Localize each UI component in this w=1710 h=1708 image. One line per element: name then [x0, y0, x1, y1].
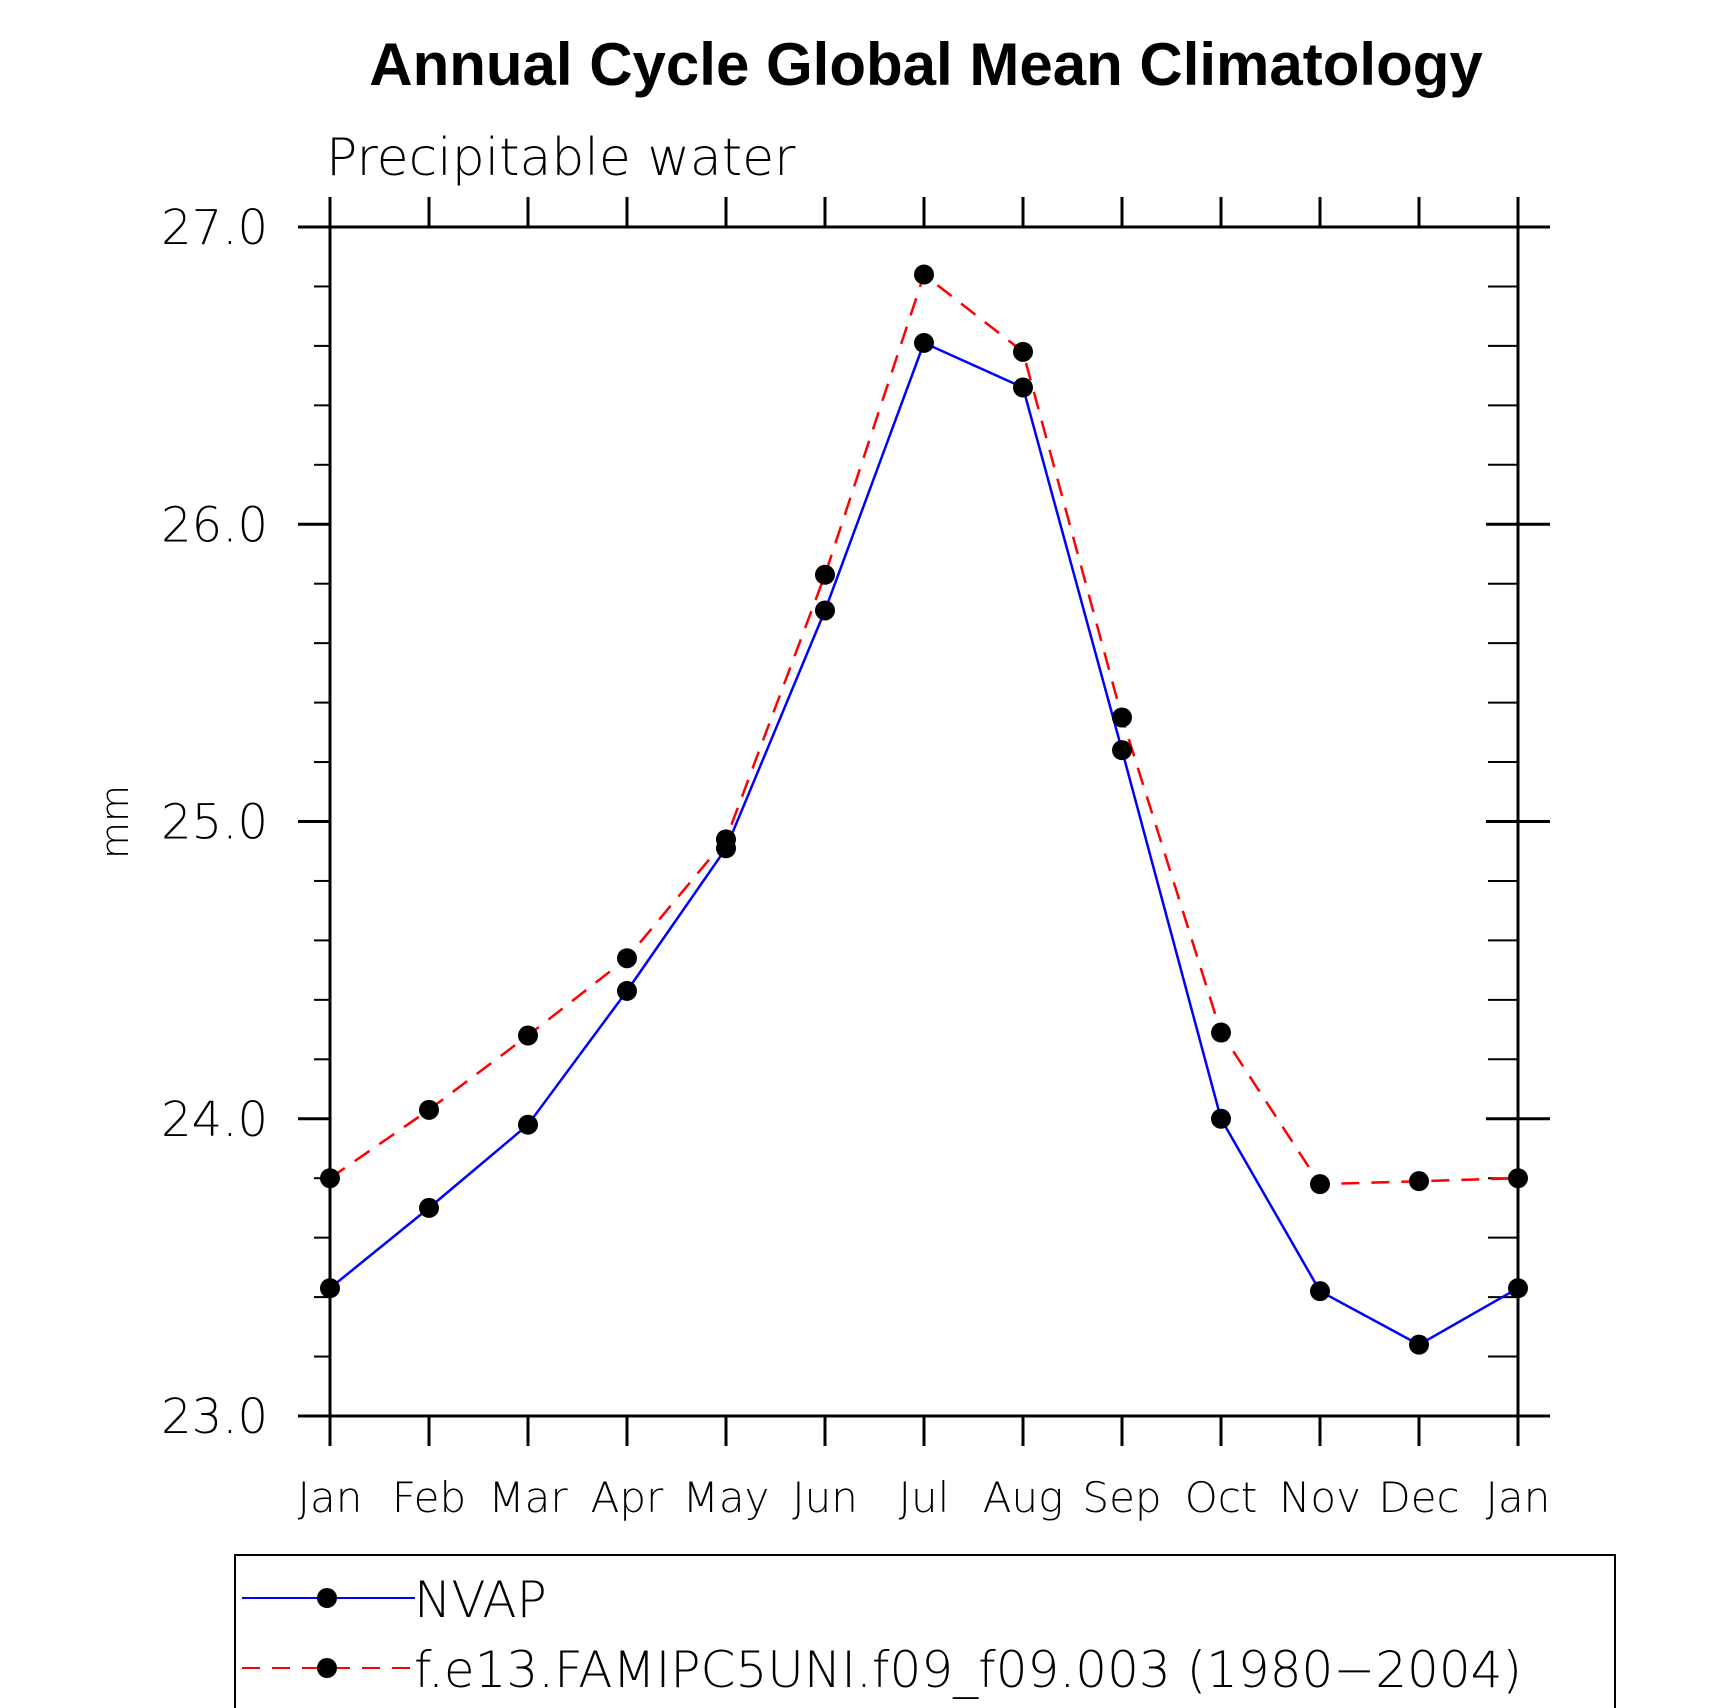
x-tick-label: Jan — [1486, 1473, 1551, 1522]
x-tick-labels: Jan Feb Mar Apr May Jun Jul Aug Sep Oct Nov Dec Jan — [298, 1473, 1551, 1522]
y-tick-label: 23.0 — [161, 1389, 268, 1445]
data-point-series-0 — [1310, 1281, 1330, 1302]
x-tick-label: Aug — [983, 1473, 1064, 1522]
y-axis-label: mm — [93, 785, 137, 859]
y-tick-label: 24.0 — [161, 1092, 268, 1148]
y-tick-label: 27.0 — [161, 200, 268, 256]
data-point-series-0 — [815, 600, 835, 621]
x-tick-label: Nov — [1279, 1473, 1361, 1522]
data-point-series-1 — [1112, 707, 1132, 728]
legend: NVAP f.e13.FAMIPC5UNI.f09_f09.003 (1980−… — [234, 1554, 1616, 1708]
x-tick-label: Oct — [1185, 1473, 1258, 1522]
x-tick-label: Mar — [488, 1473, 568, 1522]
legend-label-nvap: NVAP — [414, 1571, 547, 1629]
legend-label-model: f.e13.FAMIPC5UNI.f09_f09.003 (1980−2004) — [414, 1641, 1522, 1699]
x-tick-label: Jan — [298, 1473, 363, 1522]
series-line-0 — [329, 341, 1519, 1347]
y-tick-labels: 23.0 24.0 25.0 26.0 27.0 — [161, 200, 268, 1445]
data-point-series-0 — [518, 1114, 538, 1135]
legend-box — [234, 1554, 1616, 1708]
data-point-series-1 — [518, 1025, 538, 1046]
data-point-series-1 — [617, 948, 637, 969]
x-tick-label: Dec — [1378, 1473, 1459, 1522]
x-tick-label: Jul — [899, 1473, 950, 1522]
plot-frame — [328, 225, 1520, 1418]
y-tick-label: 25.0 — [161, 795, 268, 851]
x-tick-label: May — [683, 1473, 770, 1522]
x-tick-label: Apr — [591, 1473, 664, 1522]
data-point-series-0 — [1211, 1108, 1231, 1129]
data-point-series-1 — [815, 564, 835, 585]
data-point-series-1 — [716, 829, 736, 850]
y-tick-label: 26.0 — [161, 497, 268, 553]
data-point-series-1 — [1409, 1171, 1429, 1192]
series-layer — [320, 264, 1528, 1355]
x-tick-label: Feb — [392, 1473, 466, 1522]
data-point-series-1 — [1013, 341, 1033, 362]
chart-subtitle: Precipitable water — [326, 128, 796, 188]
x-tick-label: Sep — [1082, 1473, 1161, 1522]
data-point-series-0 — [419, 1197, 439, 1218]
series-line-1 — [329, 272, 1519, 1186]
data-point-series-0 — [617, 980, 637, 1001]
data-point-series-0 — [914, 332, 934, 353]
axis-ticks — [298, 197, 1550, 1446]
data-point-series-1 — [1211, 1022, 1231, 1043]
data-point-series-0 — [1409, 1334, 1429, 1355]
data-point-series-1 — [419, 1099, 439, 1120]
x-tick-label: Jun — [792, 1473, 858, 1522]
legend-marker-model — [317, 1658, 337, 1678]
data-point-series-1 — [1310, 1174, 1330, 1195]
data-point-series-0 — [1013, 377, 1033, 398]
data-point-series-1 — [914, 264, 934, 285]
legend-marker-nvap — [317, 1588, 337, 1608]
chart-title: Annual Cycle Global Mean Climatology — [369, 31, 1483, 98]
data-point-series-0 — [1112, 740, 1132, 761]
